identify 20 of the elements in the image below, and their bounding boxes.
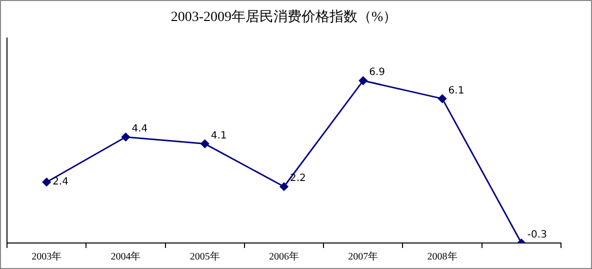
point <box>200 140 210 148</box>
data-label: 2.2 <box>290 173 306 184</box>
x-tick-label: 2005年 <box>190 250 220 263</box>
point <box>438 94 447 103</box>
data-label: 6.9 <box>369 67 386 78</box>
point <box>121 132 130 142</box>
x-tick-label: 2004年 <box>110 250 141 263</box>
x-tick-label: 2003年 <box>32 250 62 263</box>
x-tick-label: 2007年 <box>348 250 378 263</box>
chart-title: 2003-2009年居民消费价格指数（%） <box>170 9 398 26</box>
x-tick-label: 2008年 <box>427 250 458 263</box>
data-label: 4.4 <box>132 124 148 135</box>
data-label: 2.4 <box>52 176 68 188</box>
data-label: 4.1 <box>210 130 227 142</box>
x-tick-label: 2006年 <box>269 250 299 263</box>
data-label: 6.1 <box>448 85 464 96</box>
point <box>358 76 368 85</box>
point <box>42 178 51 186</box>
point <box>280 182 288 191</box>
data-label: -0.3 <box>527 230 547 241</box>
